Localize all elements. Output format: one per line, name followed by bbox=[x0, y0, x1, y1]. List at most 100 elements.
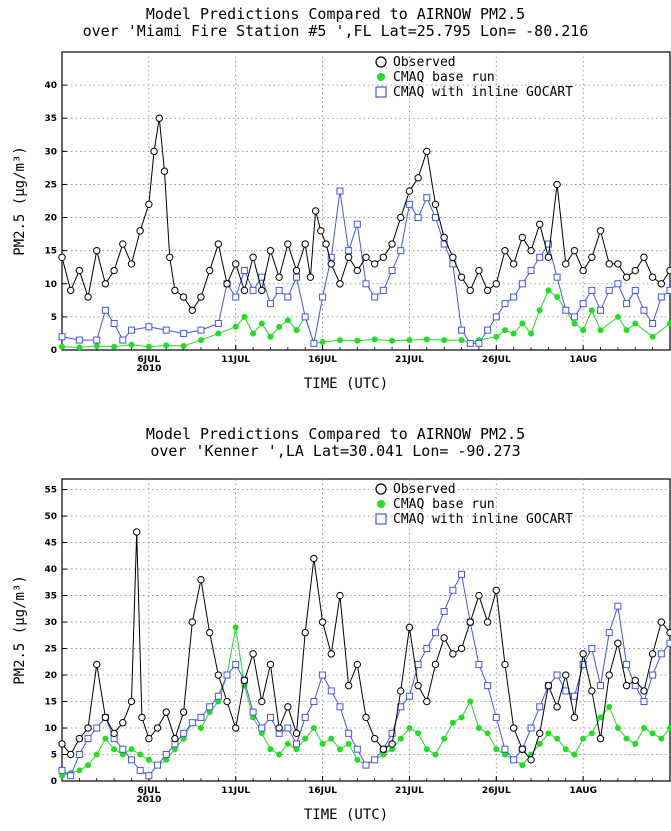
data-point bbox=[605, 286, 613, 294]
data-point bbox=[353, 266, 362, 275]
legend-label: CMAQ base run bbox=[393, 70, 495, 85]
data-point bbox=[501, 246, 509, 255]
data-point bbox=[250, 330, 257, 337]
data-point bbox=[206, 709, 213, 716]
data-point bbox=[431, 629, 439, 637]
data-point bbox=[509, 260, 518, 268]
data-point bbox=[449, 586, 457, 594]
data-point bbox=[136, 227, 144, 235]
data-point bbox=[458, 326, 466, 334]
data-point bbox=[119, 719, 127, 727]
data-point bbox=[484, 326, 492, 334]
data-point bbox=[440, 233, 448, 242]
data-point bbox=[75, 751, 83, 759]
data-point bbox=[318, 618, 327, 626]
y-tick-label: 40 bbox=[44, 81, 57, 91]
data-point bbox=[327, 260, 335, 268]
data-point bbox=[127, 326, 135, 334]
data-point bbox=[562, 306, 570, 314]
data-point bbox=[657, 618, 666, 626]
data-point bbox=[84, 293, 92, 301]
data-point bbox=[145, 772, 153, 780]
data-point bbox=[501, 745, 509, 753]
data-point bbox=[640, 725, 647, 732]
data-point bbox=[657, 650, 665, 658]
legend-symbol bbox=[375, 483, 387, 495]
data-point bbox=[614, 313, 621, 320]
data-point bbox=[362, 253, 370, 261]
legend-label: CMAQ with inline GOCART bbox=[393, 512, 573, 527]
data-point bbox=[66, 286, 75, 295]
data-point bbox=[467, 698, 474, 705]
data-point bbox=[59, 343, 65, 350]
y-axis-title: PM2.5 (µg/m³) bbox=[12, 575, 28, 685]
data-point bbox=[58, 253, 66, 261]
data-point bbox=[657, 293, 665, 301]
data-point bbox=[527, 756, 535, 764]
data-point bbox=[397, 687, 405, 695]
data-point bbox=[180, 343, 187, 350]
data-point bbox=[127, 697, 136, 706]
data-point bbox=[441, 337, 448, 344]
data-point bbox=[406, 725, 413, 732]
data-point bbox=[267, 746, 274, 753]
data-point bbox=[284, 293, 292, 301]
data-point bbox=[649, 333, 656, 340]
data-point bbox=[258, 730, 265, 737]
data-point bbox=[317, 227, 325, 235]
data-point bbox=[163, 342, 170, 349]
data-point bbox=[536, 729, 544, 738]
data-point bbox=[406, 337, 413, 344]
data-point bbox=[458, 337, 465, 344]
data-point bbox=[562, 687, 570, 695]
data-point bbox=[554, 735, 561, 742]
data-point bbox=[492, 586, 500, 594]
y-tick-label: 25 bbox=[44, 180, 57, 190]
data-point bbox=[153, 724, 162, 732]
data-point bbox=[405, 692, 413, 700]
y-tick-label: 20 bbox=[44, 671, 57, 681]
data-point bbox=[667, 320, 671, 327]
data-point bbox=[336, 591, 344, 600]
data-point bbox=[597, 327, 604, 334]
data-point bbox=[145, 323, 153, 331]
data-point bbox=[501, 751, 508, 758]
data-point bbox=[205, 266, 214, 275]
data-point bbox=[432, 751, 439, 758]
data-point bbox=[397, 735, 404, 742]
data-point bbox=[301, 628, 309, 637]
data-point bbox=[214, 692, 222, 700]
data-point bbox=[527, 267, 535, 275]
data-point bbox=[119, 745, 127, 753]
data-point bbox=[562, 671, 570, 679]
data-point bbox=[345, 740, 352, 747]
data-point bbox=[440, 607, 448, 615]
data-point bbox=[137, 751, 144, 758]
data-point bbox=[380, 751, 387, 758]
data-point bbox=[284, 740, 291, 747]
series-cmaq-base-run bbox=[59, 287, 671, 351]
data-point bbox=[197, 725, 204, 732]
legend-symbol bbox=[375, 56, 387, 68]
data-point bbox=[536, 220, 544, 228]
data-point bbox=[371, 756, 379, 764]
x-tick-label: 6JUL bbox=[138, 786, 161, 796]
y-tick-label: 0 bbox=[51, 777, 57, 787]
y-tick-label: 40 bbox=[44, 565, 57, 575]
data-point bbox=[250, 714, 257, 721]
data-point bbox=[266, 660, 275, 669]
data-point bbox=[249, 253, 257, 261]
data-point bbox=[466, 286, 474, 295]
data-point bbox=[457, 644, 466, 653]
data-point bbox=[588, 286, 596, 294]
data-point bbox=[415, 730, 422, 737]
x-tick-label: 1AUG bbox=[569, 786, 597, 796]
data-point bbox=[519, 762, 526, 769]
data-point bbox=[336, 337, 343, 344]
data-point bbox=[431, 660, 440, 669]
data-point bbox=[579, 266, 587, 275]
data-point bbox=[389, 746, 396, 753]
data-point bbox=[223, 280, 231, 288]
data-point bbox=[110, 266, 118, 275]
data-point bbox=[128, 746, 135, 753]
